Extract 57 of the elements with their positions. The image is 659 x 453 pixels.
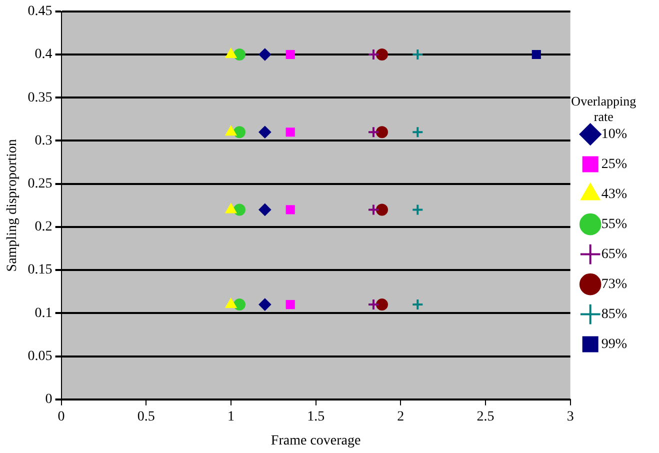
x-tick-label: 0.5: [137, 409, 155, 424]
point: [368, 126, 380, 138]
x-tick-label: 1.5: [307, 409, 325, 424]
point: [233, 48, 246, 61]
y-tick-label: 0: [45, 392, 52, 408]
legend-label: 43%: [601, 186, 628, 202]
y-tick-label: 0.2: [34, 220, 52, 235]
point: [376, 126, 388, 138]
point: [233, 204, 246, 216]
y-tick-label: 0.1: [34, 306, 52, 321]
legend-label: 25%: [601, 156, 628, 172]
point: [412, 298, 424, 311]
y-tick-label: 0.45: [28, 4, 52, 20]
point: [258, 48, 271, 61]
point: [226, 48, 236, 58]
x-tick-label: 1: [227, 409, 234, 424]
point: [286, 300, 295, 310]
legend-label: 73%: [601, 276, 628, 292]
y-axis-title: Sampling disproportion: [5, 139, 20, 272]
y-tick-label: 0.4: [34, 47, 52, 62]
y-tick-label: 0.15: [28, 262, 52, 278]
x-tick-label: 2: [397, 409, 404, 424]
point: [258, 126, 271, 138]
legend-label: 85%: [601, 306, 628, 322]
legend-label: 55%: [601, 216, 628, 232]
point: [226, 298, 236, 308]
point: [286, 128, 295, 137]
legend-label: 99%: [601, 336, 628, 352]
point: [233, 298, 246, 311]
y-tick-label: 0.35: [28, 90, 52, 106]
point: [368, 48, 380, 61]
x-tick-label: 3: [566, 409, 574, 424]
point: [226, 126, 236, 136]
y-tick-label: 0.05: [28, 348, 52, 364]
legend-label: 10%: [601, 126, 628, 142]
point: [368, 204, 380, 216]
point: [286, 205, 295, 214]
point: [226, 204, 236, 214]
point: [412, 48, 424, 61]
x-tick-label: 0: [58, 409, 65, 424]
point: [376, 204, 388, 216]
point: [376, 298, 388, 311]
point: [376, 48, 388, 61]
legend-label: 65%: [601, 246, 628, 262]
y-tick-label: 0.3: [34, 133, 52, 148]
point: [532, 50, 541, 60]
point: [258, 204, 271, 216]
x-axis-title: Frame coverage: [270, 433, 361, 448]
point: [412, 126, 424, 138]
legend-title: Overlapping rate: [571, 94, 637, 124]
point: [412, 204, 424, 216]
point: [286, 50, 295, 60]
point: [233, 126, 246, 138]
point: [368, 298, 380, 311]
x-tick-label: 2.5: [476, 409, 494, 424]
y-tick-label: 0.25: [28, 176, 52, 192]
point: [258, 298, 271, 311]
